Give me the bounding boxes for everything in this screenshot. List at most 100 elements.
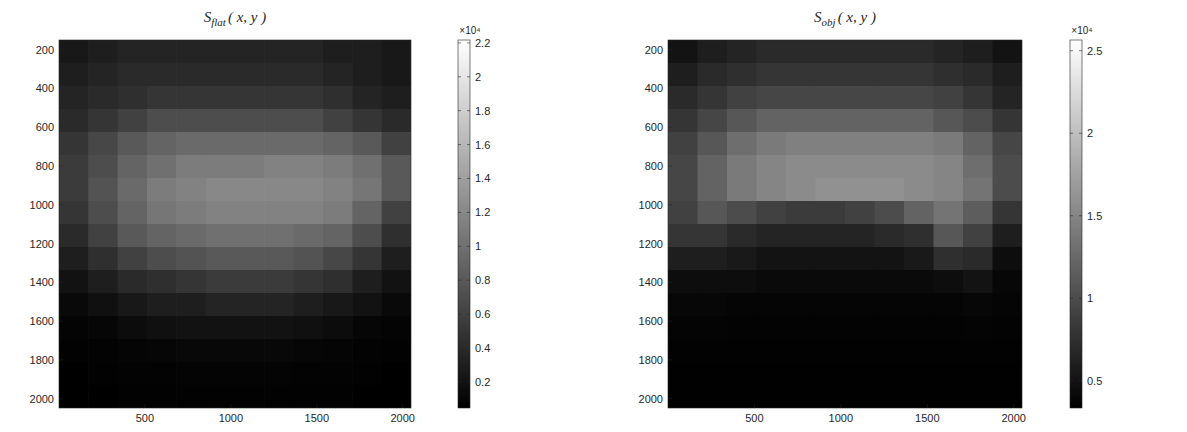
heatmap-cell [235, 339, 265, 363]
x-tick-label: 500 [745, 412, 763, 424]
heatmap-cell [382, 270, 411, 294]
y-tick-label: 1800 [639, 354, 663, 366]
heatmap-cell [757, 385, 787, 408]
heatmap-cell [323, 132, 353, 156]
heatmap-cell [294, 86, 324, 110]
heatmap-cell [904, 362, 934, 386]
heatmap-cell [59, 63, 89, 87]
heatmap-cell [845, 40, 875, 64]
heatmap-cell [88, 270, 118, 294]
heatmap-cell [816, 155, 846, 179]
heatmap-cell [727, 293, 757, 317]
panel: 5001000150020002004006008001000120014001… [639, 9, 1103, 424]
heatmap-cell [88, 201, 118, 225]
heatmap-cell [323, 178, 353, 202]
heatmap-cell [963, 339, 993, 363]
heatmap-cell [845, 201, 875, 225]
heatmap-cell [816, 201, 846, 225]
colorbar [458, 40, 470, 408]
heatmap-cell [147, 385, 177, 408]
heatmap-cell [59, 339, 89, 363]
heatmap-cell [904, 224, 934, 248]
heatmap-cell [993, 270, 1023, 294]
heatmap-cell [816, 293, 846, 317]
heatmap-cell [875, 385, 905, 408]
heatmap-cell [727, 201, 757, 225]
heatmap-cell [264, 155, 294, 179]
colorbar-tick [1079, 380, 1082, 381]
heatmap-cell [993, 247, 1023, 271]
x-tick-label: 2000 [1001, 412, 1025, 424]
heatmap-cell [118, 201, 148, 225]
heatmap-cell [963, 63, 993, 87]
heatmap-cell [993, 339, 1023, 363]
colorbar-tick-label: 0.8 [475, 274, 490, 286]
y-tick-label: 1200 [639, 238, 663, 250]
heatmap-cell [294, 40, 324, 64]
heatmap-cell [993, 155, 1023, 179]
heatmap-cell [963, 224, 993, 248]
heatmap-cell [382, 247, 411, 271]
y-tick [59, 49, 63, 50]
heatmap-cell [206, 224, 236, 248]
heatmap-cell [757, 109, 787, 133]
y-tick [59, 127, 63, 128]
colorbar-tick [458, 347, 461, 348]
colorbar-tick [1079, 50, 1082, 51]
heatmap-cell [59, 40, 89, 64]
heatmap-cell [757, 270, 787, 294]
heatmap-cell [668, 132, 698, 156]
heatmap-cell [352, 109, 382, 133]
x-tick [402, 404, 403, 408]
heatmap-cell [147, 316, 177, 340]
heatmap-cell [963, 155, 993, 179]
heatmap-cell [88, 247, 118, 271]
heatmap-cell [845, 293, 875, 317]
y-tick-label: 600 [36, 121, 54, 133]
colorbar-tick-label: 1.4 [475, 172, 490, 184]
heatmap-cell [875, 362, 905, 386]
heatmap-cell [235, 270, 265, 294]
heatmap-cell [698, 247, 728, 271]
heatmap-cell [323, 63, 353, 87]
y-tick-label: 2000 [639, 393, 663, 405]
heatmap-cell [727, 178, 757, 202]
colorbar-tick-label: 0.6 [475, 308, 490, 320]
heatmap-cell [206, 339, 236, 363]
heatmap-cell [294, 201, 324, 225]
heatmap-cell [147, 362, 177, 386]
heatmap-cell [59, 270, 89, 294]
heatmap-cell [934, 362, 964, 386]
heatmap-cell [786, 247, 816, 271]
heatmap-cell [323, 293, 353, 317]
y-tick-label: 800 [36, 160, 54, 172]
heatmap-cell [352, 385, 382, 408]
heatmap-cell [934, 201, 964, 225]
heatmap-cell [698, 86, 728, 110]
heatmap-cell [934, 86, 964, 110]
heatmap-cell [698, 178, 728, 202]
heatmap-cell [845, 178, 875, 202]
plot-frame [668, 40, 1022, 408]
heatmap-cell [235, 63, 265, 87]
y-tick [668, 204, 672, 205]
heatmap-cell [176, 201, 206, 225]
heatmap-cell [206, 40, 236, 64]
heatmap-cell [698, 201, 728, 225]
heatmap-cell [118, 385, 148, 408]
heatmap-cell [698, 316, 728, 340]
heatmap-cell [294, 132, 324, 156]
heatmap-cell [727, 270, 757, 294]
heatmap-cell [294, 247, 324, 271]
heatmap-cell [875, 63, 905, 87]
heatmap-cell [118, 63, 148, 87]
colorbar-tick [467, 280, 470, 281]
heatmap-cell [235, 247, 265, 271]
heatmap-cell [294, 316, 324, 340]
y-tick-label: 1000 [639, 199, 663, 211]
heatmap-cell [698, 270, 728, 294]
y-tick-label: 1400 [639, 276, 663, 288]
heatmap-cell [875, 316, 905, 340]
heatmap-cell [904, 339, 934, 363]
y-tick [668, 321, 672, 322]
